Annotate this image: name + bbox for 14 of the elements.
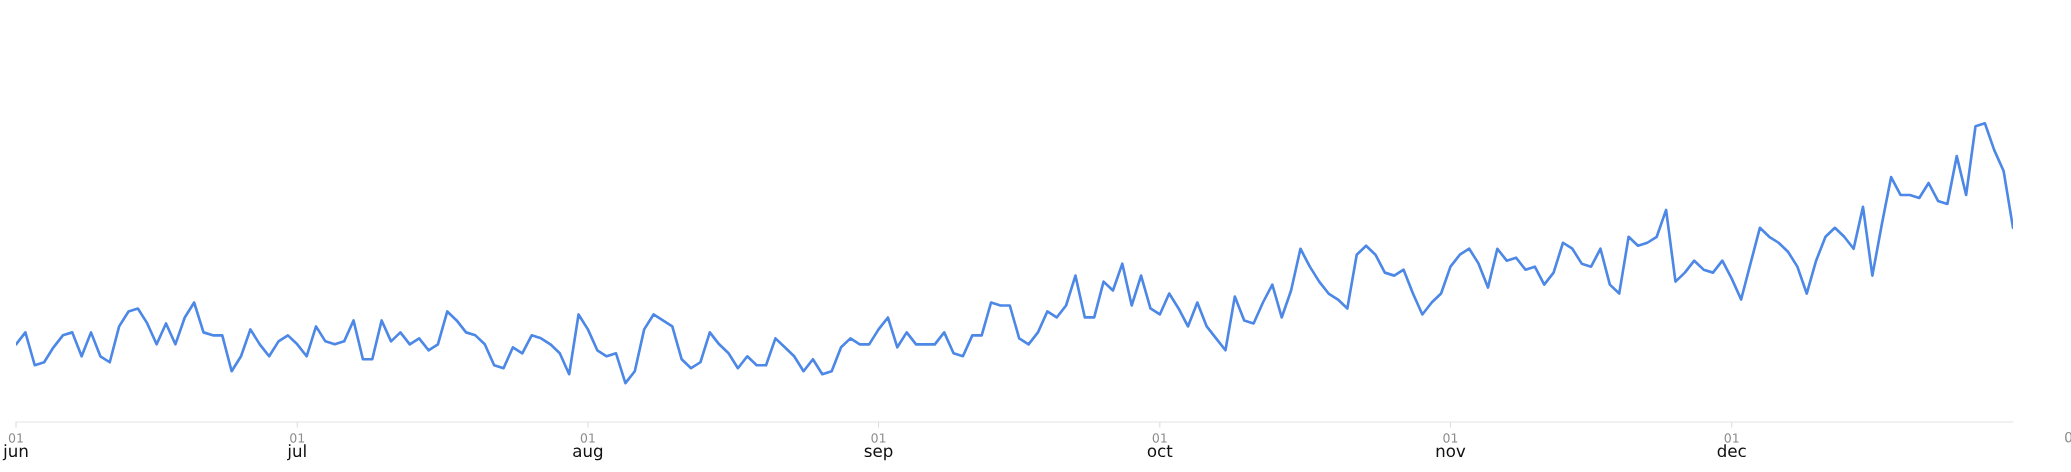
x-tick-label: 01	[580, 433, 595, 443]
x-tick-label: 01	[1152, 433, 1167, 443]
x2-tick-label: jun	[2, 444, 28, 461]
x-tick-label: 01	[290, 433, 305, 443]
x-tick-label: 01	[1724, 433, 1739, 443]
x2-tick-label: sep	[864, 447, 893, 461]
x2-tick-label: dec	[1717, 444, 1746, 458]
x-tick-label: 01	[8, 433, 23, 443]
x2-tick-label: jul	[287, 444, 306, 461]
x2-tick-label: aug	[573, 447, 603, 461]
x-tick-label: 01	[1443, 433, 1458, 443]
x2-tick-label: oct	[1147, 445, 1173, 458]
x-tick-label: 01	[871, 433, 886, 443]
x2-tick-label: nov	[1436, 447, 1466, 458]
